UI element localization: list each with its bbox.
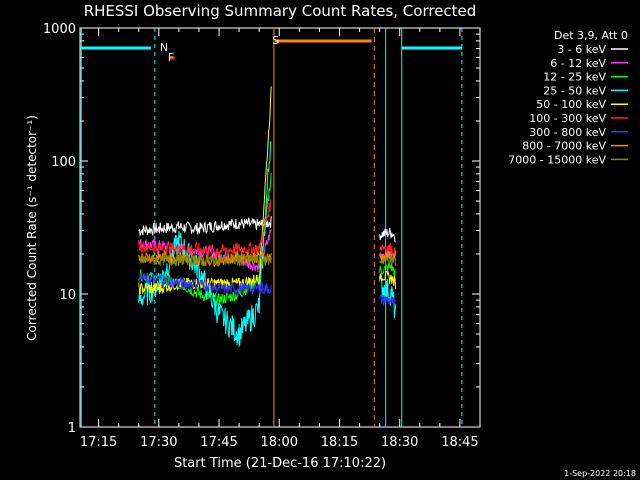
flag-label: S <box>272 34 279 47</box>
flag-label: F <box>168 51 174 64</box>
legend-label: 12 - 25 keV <box>543 71 606 84</box>
series-line <box>138 140 272 347</box>
x-tick-label: 18:15 <box>321 435 358 450</box>
y-axis-label: Corrected Count Rate (s⁻¹ detector⁻¹) <box>25 115 39 341</box>
series-line <box>379 243 397 259</box>
series-line <box>379 262 396 277</box>
legend-label: 300 - 800 keV <box>529 126 606 139</box>
y-tick-label: 100 <box>51 155 76 170</box>
x-tick-label: 17:45 <box>200 435 237 450</box>
series-line <box>138 198 272 257</box>
legend-label: 25 - 50 keV <box>543 84 606 97</box>
series-line <box>379 293 397 306</box>
footer-date: 1-Sep-2022 20:18 <box>564 469 636 478</box>
legend-label: 50 - 100 keV <box>536 98 606 111</box>
y-tick-label: 10 <box>59 288 76 303</box>
chart-title: RHESSI Observing Summary Count Rates, Co… <box>84 2 477 20</box>
legend-label: 7000 - 15000 keV <box>508 153 606 166</box>
series-line <box>379 270 397 290</box>
x-tick-label: 18:30 <box>381 435 418 450</box>
x-tick-label: 18:45 <box>441 435 478 450</box>
y-tick-label: 1000 <box>43 22 76 37</box>
y-tick-label: 1 <box>68 421 76 436</box>
legend-header: Det 3,9, Att 0 <box>554 29 628 42</box>
plot-frame <box>79 27 481 428</box>
series-line <box>138 272 272 296</box>
x-tick-label: 17:15 <box>80 435 117 450</box>
series-line <box>379 255 397 267</box>
series-line <box>379 228 396 243</box>
x-tick-label: 18:00 <box>261 435 298 450</box>
legend-label: 6 - 12 keV <box>550 57 606 70</box>
x-axis-label: Start Time (21-Dec-16 17:10:22) <box>174 456 386 471</box>
legend-label: 3 - 6 keV <box>557 43 606 56</box>
x-tick-label: 17:30 <box>140 435 177 450</box>
legend-label: 100 - 300 keV <box>529 112 606 125</box>
flag-label: N <box>160 41 168 54</box>
legend-label: 800 - 7000 keV <box>522 140 606 153</box>
series-line <box>138 86 272 295</box>
series-line <box>138 216 272 237</box>
series-line <box>138 252 272 268</box>
